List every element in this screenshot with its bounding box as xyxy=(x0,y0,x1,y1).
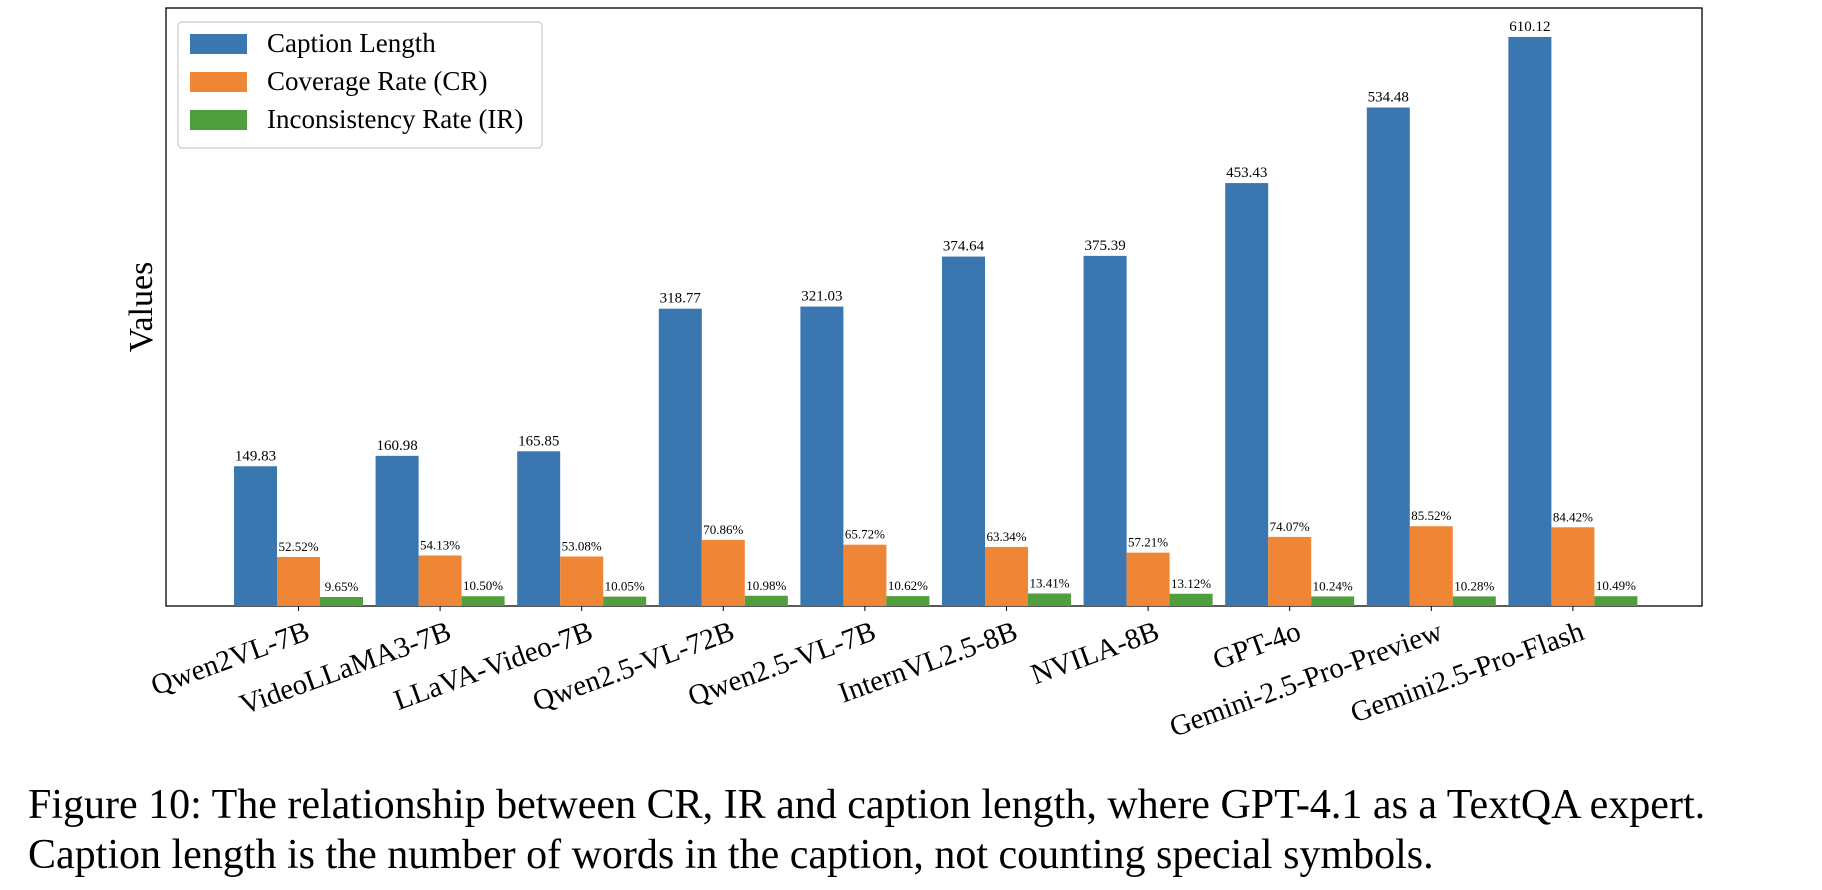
data-label-inconsistency-rate-ir-internvl2-5-8b: 13.41% xyxy=(1029,575,1069,590)
data-label-coverage-rate-cr-gemini-2-5-pro-preview: 85.52% xyxy=(1411,508,1451,523)
data-label-coverage-rate-cr-qwen2-5-vl-7b: 65.72% xyxy=(845,527,885,542)
caption-line-2: Caption length is the number of words in… xyxy=(28,832,1434,878)
bar-coverage-rate-cr-gpt-4o xyxy=(1268,536,1312,606)
bar-chart: Values 149.83 52.52% 9.65% 160.98 54.13% 10.50… xyxy=(123,7,1703,744)
caption-line-1: Figure 10: The relationship between CR, … xyxy=(28,782,1706,828)
data-label-coverage-rate-cr-nvila-8b: 57.21% xyxy=(1128,535,1168,550)
bar-coverage-rate-cr-gemini-2-5-pro-preview xyxy=(1409,526,1453,606)
bar-coverage-rate-cr-qwen2-5-vl-7b xyxy=(843,544,887,606)
legend-swatch-coverage-rate-cr xyxy=(190,72,247,92)
bar-coverage-rate-cr-gemini2-5-pro-flash xyxy=(1551,527,1595,606)
legend-label-caption-length: Caption Length xyxy=(267,28,436,58)
bar-caption-length-videollama3-7b xyxy=(375,455,419,606)
bar-coverage-rate-cr-llava-video-7b xyxy=(560,556,604,606)
bar-caption-length-nvila-8b xyxy=(1083,255,1127,606)
data-label-coverage-rate-cr-videollama3-7b: 54.13% xyxy=(420,538,460,553)
bar-caption-length-internvl2-5-8b xyxy=(942,256,985,606)
data-label-inconsistency-rate-ir-videollama3-7b: 10.50% xyxy=(463,578,503,593)
data-label-inconsistency-rate-ir-nvila-8b: 13.12% xyxy=(1171,576,1211,591)
bar-caption-length-qwen2vl-7b xyxy=(234,466,277,606)
x-tick-label-gemini2-5-pro-flash: Gemini2.5-Pro-Flash xyxy=(1346,615,1588,729)
bar-inconsistency-rate-ir-qwen2-5-vl-72b xyxy=(744,595,788,606)
bar-inconsistency-rate-ir-qwen2vl-7b xyxy=(320,596,363,606)
bar-coverage-rate-cr-internvl2-5-8b xyxy=(985,546,1028,606)
bar-coverage-rate-cr-nvila-8b xyxy=(1126,552,1170,606)
bar-inconsistency-rate-ir-gpt-4o xyxy=(1311,596,1355,606)
data-label-inconsistency-rate-ir-llava-video-7b: 10.05% xyxy=(605,579,645,594)
figure-caption: Figure 10: The relationship between CR, … xyxy=(28,780,1818,880)
data-label-caption-length-gemini2-5-pro-flash: 610.12 xyxy=(1509,19,1550,35)
data-label-coverage-rate-cr-gpt-4o: 74.07% xyxy=(1270,519,1310,534)
data-label-inconsistency-rate-ir-qwen2vl-7b: 9.65% xyxy=(325,579,359,594)
legend-swatch-inconsistency-rate-ir xyxy=(190,110,247,130)
bar-inconsistency-rate-ir-nvila-8b xyxy=(1169,593,1213,606)
data-label-caption-length-qwen2-5-vl-7b: 321.03 xyxy=(801,289,842,305)
bar-coverage-rate-cr-qwen2-5-vl-72b xyxy=(701,539,745,606)
bar-caption-length-gemini-2-5-pro-preview xyxy=(1366,107,1410,606)
data-label-caption-length-qwen2vl-7b: 149.83 xyxy=(235,448,276,464)
plot-frame xyxy=(165,7,1703,607)
data-label-coverage-rate-cr-llava-video-7b: 53.08% xyxy=(562,538,602,553)
data-label-inconsistency-rate-ir-gemini2-5-pro-flash: 10.49% xyxy=(1596,578,1636,593)
bar-caption-length-gemini2-5-pro-flash xyxy=(1508,36,1552,606)
legend-label-inconsistency-rate-ir: Inconsistency Rate (IR) xyxy=(267,104,523,134)
data-label-caption-length-nvila-8b: 375.39 xyxy=(1084,238,1125,254)
data-label-inconsistency-rate-ir-qwen2-5-vl-72b: 10.98% xyxy=(746,578,786,593)
data-label-coverage-rate-cr-qwen2-5-vl-72b: 70.86% xyxy=(703,522,743,537)
data-label-caption-length-videollama3-7b: 160.98 xyxy=(376,438,417,454)
x-tick-label-nvila-8b: NVILA-8B xyxy=(1027,615,1164,691)
data-label-caption-length-internvl2-5-8b: 374.64 xyxy=(943,239,985,255)
bar-coverage-rate-cr-qwen2vl-7b xyxy=(277,557,320,606)
bar-caption-length-qwen2-5-vl-72b xyxy=(658,308,702,606)
data-label-caption-length-llava-video-7b: 165.85 xyxy=(518,433,559,449)
data-label-caption-length-qwen2-5-vl-72b: 318.77 xyxy=(660,291,702,307)
legend-swatch-caption-length xyxy=(190,34,247,54)
data-label-coverage-rate-cr-gemini2-5-pro-flash: 84.42% xyxy=(1553,509,1593,524)
y-axis-label: Values xyxy=(123,262,160,353)
bar-caption-length-llava-video-7b xyxy=(517,451,561,606)
bar-inconsistency-rate-ir-videollama3-7b xyxy=(461,596,505,606)
data-label-inconsistency-rate-ir-gemini-2-5-pro-preview: 10.28% xyxy=(1454,578,1494,593)
data-label-inconsistency-rate-ir-qwen2-5-vl-7b: 10.62% xyxy=(888,578,928,593)
bar-inconsistency-rate-ir-llava-video-7b xyxy=(603,596,647,606)
data-label-inconsistency-rate-ir-gpt-4o: 10.24% xyxy=(1313,578,1353,593)
data-label-caption-length-gpt-4o: 453.43 xyxy=(1226,165,1267,181)
bar-caption-length-gpt-4o xyxy=(1225,183,1269,606)
data-label-coverage-rate-cr-qwen2vl-7b: 52.52% xyxy=(278,539,318,554)
bar-caption-length-qwen2-5-vl-7b xyxy=(800,306,844,606)
legend-box xyxy=(177,21,543,149)
bar-inconsistency-rate-ir-gemini2-5-pro-flash xyxy=(1594,596,1638,606)
bar-coverage-rate-cr-videollama3-7b xyxy=(418,555,462,606)
data-label-coverage-rate-cr-internvl2-5-8b: 63.34% xyxy=(986,529,1026,544)
data-label-caption-length-gemini-2-5-pro-preview: 534.48 xyxy=(1368,89,1409,105)
legend: Caption Length Coverage Rate (CR) Inconsis… xyxy=(177,21,543,149)
bar-inconsistency-rate-ir-qwen2-5-vl-7b xyxy=(886,596,930,606)
legend-label-coverage-rate-cr: Coverage Rate (CR) xyxy=(267,66,487,96)
bar-inconsistency-rate-ir-gemini-2-5-pro-preview xyxy=(1452,596,1496,606)
bar-inconsistency-rate-ir-internvl2-5-8b xyxy=(1028,593,1071,606)
